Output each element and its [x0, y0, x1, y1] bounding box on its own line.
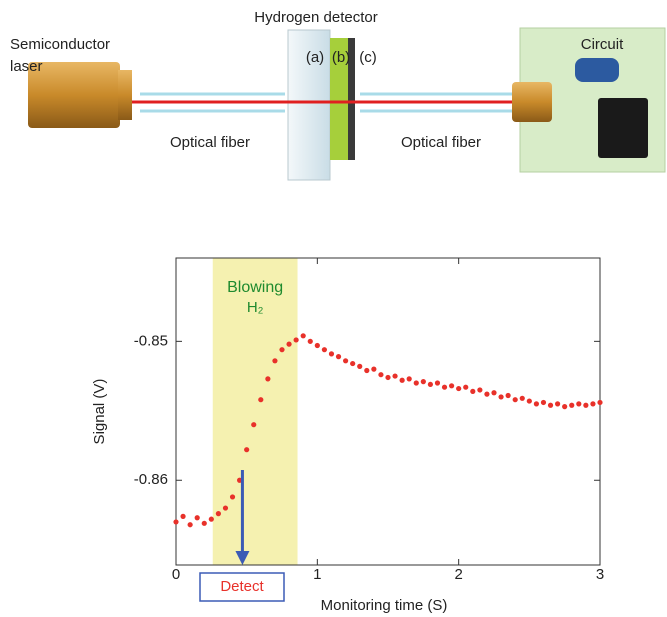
- point: [335, 354, 342, 360]
- point: [456, 385, 462, 392]
- point: [357, 363, 363, 369]
- chip: [598, 98, 648, 158]
- point: [173, 519, 179, 525]
- point: [540, 399, 547, 406]
- point: [406, 376, 412, 382]
- fiber-label: Optical fiber: [401, 134, 481, 151]
- point: [237, 477, 243, 483]
- layer-label: (c): [359, 49, 377, 66]
- layer-label: (a): [306, 49, 324, 66]
- point: [201, 520, 207, 526]
- point: [399, 377, 405, 383]
- x-tick-label: 0: [172, 566, 180, 583]
- point: [477, 387, 483, 393]
- point: [562, 404, 568, 410]
- point: [321, 347, 327, 353]
- annotation: H₂: [247, 299, 264, 316]
- point: [215, 511, 221, 517]
- point: [583, 402, 589, 408]
- point: [371, 366, 377, 372]
- point: [279, 347, 285, 353]
- point: [498, 394, 504, 400]
- point: [547, 402, 554, 408]
- point: [449, 383, 455, 389]
- detect-box: [199, 572, 285, 602]
- laser-label: laser: [10, 58, 43, 75]
- point: [194, 515, 200, 521]
- point: [265, 376, 271, 382]
- chart: Blowing H₂ 0 1 2 3 -0.86 -0.85 Monitoring time (…: [91, 257, 604, 614]
- point: [427, 381, 433, 388]
- point: [350, 360, 356, 367]
- diagram: Semiconductor laser Hydrogen detector (a…: [10, 9, 666, 181]
- point: [307, 338, 313, 344]
- x-tick-label: 1: [313, 566, 321, 583]
- point: [590, 401, 596, 407]
- point: [364, 367, 370, 374]
- point: [434, 380, 441, 386]
- point: [555, 401, 561, 407]
- annotation: Blowing: [227, 279, 283, 296]
- point: [512, 397, 518, 403]
- point: [343, 358, 349, 364]
- point: [258, 397, 264, 403]
- fiber-label: Optical fiber: [170, 134, 250, 151]
- point: [222, 505, 229, 511]
- laser-head: [118, 70, 132, 120]
- point: [208, 516, 214, 522]
- point: [413, 380, 419, 386]
- point: [463, 384, 469, 390]
- point: [526, 398, 532, 404]
- laser-label: Semiconductor: [10, 36, 110, 53]
- point: [470, 388, 476, 394]
- point: [505, 392, 511, 399]
- layer-a: [287, 29, 331, 181]
- point: [392, 373, 398, 379]
- point: [293, 337, 299, 343]
- point: [519, 395, 525, 401]
- x-tick-label: 3: [596, 566, 604, 583]
- connector: [512, 82, 552, 122]
- capacitor: [575, 58, 619, 82]
- point: [272, 358, 278, 364]
- point: [251, 422, 257, 428]
- highlight-band: [212, 258, 298, 565]
- point: [385, 374, 391, 381]
- point: [180, 513, 186, 519]
- point: [441, 384, 448, 390]
- laser-body: [28, 62, 120, 128]
- detect-label: Detect: [220, 578, 264, 595]
- point: [244, 447, 250, 453]
- point: [576, 401, 582, 407]
- point: [187, 522, 193, 528]
- point: [328, 351, 335, 357]
- point: [378, 372, 384, 378]
- point: [491, 390, 497, 396]
- y-tick-label: -0.85: [134, 332, 168, 349]
- circuit-label: Circuit: [581, 36, 624, 53]
- layer-c: [348, 38, 355, 160]
- point: [484, 391, 490, 397]
- point: [533, 401, 540, 407]
- point: [420, 379, 426, 385]
- plot-frame: [175, 257, 601, 566]
- point: [569, 402, 575, 408]
- layer-b: [330, 38, 348, 160]
- layer-label: (b): [332, 49, 350, 66]
- detect-arrowhead: [235, 551, 250, 565]
- y-axis-label: Signal (V): [91, 379, 108, 445]
- point: [597, 399, 603, 406]
- point: [286, 341, 292, 347]
- y-tick-label: -0.86: [134, 471, 168, 488]
- detector-label: Hydrogen detector: [254, 9, 377, 26]
- x-axis-label: Monitoring time (S): [321, 597, 448, 614]
- x-tick-label: 2: [454, 566, 462, 583]
- point: [314, 342, 320, 349]
- point: [229, 494, 236, 500]
- point: [300, 333, 306, 339]
